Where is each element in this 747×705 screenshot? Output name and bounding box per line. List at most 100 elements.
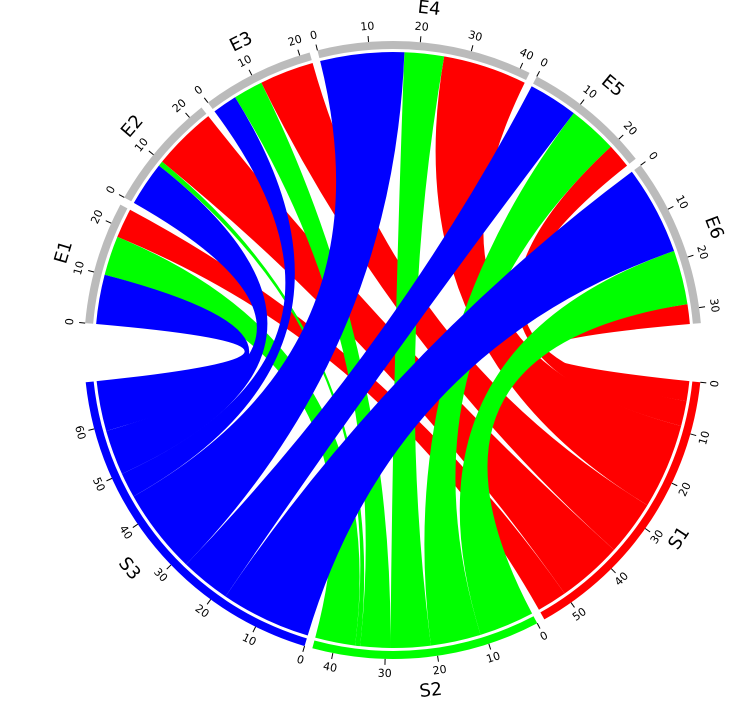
sector-track <box>634 165 701 324</box>
tick-label: 30 <box>707 298 722 314</box>
tick-mark <box>88 428 95 431</box>
tick-mark <box>302 645 306 652</box>
tick-label: 20 <box>621 119 640 138</box>
tick-mark <box>105 220 112 224</box>
tick-mark <box>118 194 125 198</box>
tick-label: 0 <box>63 318 77 326</box>
tick-label: 50 <box>90 475 108 493</box>
tick-label: 20 <box>193 602 212 621</box>
chord-ribbon <box>121 97 295 497</box>
tick-mark <box>252 626 257 633</box>
tick-mark <box>618 134 624 140</box>
tick-mark <box>248 69 253 76</box>
tick-label: 20 <box>676 480 694 498</box>
tick-mark <box>437 655 439 662</box>
tick-label: 20 <box>88 208 106 226</box>
chord-ribbon <box>106 165 268 474</box>
tick-mark <box>570 602 575 608</box>
sector-track <box>124 107 207 202</box>
tick-mark <box>644 528 651 533</box>
chord-ribbon <box>104 236 360 646</box>
tick-mark <box>315 44 318 51</box>
tick-mark <box>519 62 524 69</box>
tick-mark <box>148 150 154 156</box>
tick-mark <box>610 568 616 574</box>
tick-label: 20 <box>170 96 189 115</box>
tick-mark <box>700 381 707 384</box>
tick-mark <box>470 45 474 52</box>
sector-track <box>533 76 636 164</box>
chord-ribbon <box>186 86 574 597</box>
sector-name: E4 <box>417 0 442 20</box>
sector-name: E3 <box>226 27 256 56</box>
sector-track <box>85 204 128 324</box>
tick-mark <box>297 49 301 56</box>
chord-ribbon <box>390 52 445 648</box>
tick-label: 0 <box>192 83 205 98</box>
tick-label: 40 <box>322 660 338 675</box>
tick-label: 20 <box>286 32 303 49</box>
chord-ribbon <box>517 146 687 427</box>
tick-mark <box>132 523 139 528</box>
tick-label: 0 <box>708 380 722 388</box>
tick-label: 10 <box>673 193 691 211</box>
sector-track <box>207 52 312 110</box>
sector-track <box>312 616 538 659</box>
tick-mark <box>580 99 585 105</box>
tick-label: 50 <box>570 605 589 624</box>
chord-ribbon <box>225 171 675 636</box>
chord-ribbon <box>424 113 611 646</box>
tick-mark <box>185 112 190 118</box>
tick-label: 20 <box>432 663 448 678</box>
tick-label: 30 <box>378 667 392 680</box>
tick-mark <box>671 482 678 487</box>
tick-label: 0 <box>646 149 661 162</box>
tick-mark <box>331 652 334 660</box>
chord-ribbon <box>133 52 405 565</box>
tick-label: 0 <box>538 55 550 70</box>
tick-label: 20 <box>694 244 711 261</box>
tick-label: 60 <box>72 424 88 441</box>
tick-label: 10 <box>485 649 502 666</box>
tick-label: 30 <box>648 527 667 546</box>
tick-label: 40 <box>116 523 135 542</box>
chord-ribbon <box>261 63 648 550</box>
tick-label: 10 <box>580 83 599 102</box>
sector-name: E5 <box>597 71 628 102</box>
sector-name: S1 <box>664 523 694 554</box>
sector-name: E6 <box>700 213 728 242</box>
tick-label: 10 <box>236 52 254 70</box>
tick-mark <box>667 205 674 210</box>
tick-mark <box>699 306 706 309</box>
chord-ribbon <box>117 209 565 610</box>
tick-mark <box>419 36 422 43</box>
tick-mark <box>88 270 95 273</box>
tick-mark <box>166 564 172 570</box>
sector-track <box>317 41 530 80</box>
tick-label: 0 <box>538 629 550 644</box>
tick-label: 10 <box>696 429 712 446</box>
tick-mark <box>640 161 646 166</box>
tick-mark <box>203 97 209 103</box>
tick-label: 30 <box>467 28 484 44</box>
chord-ribbon <box>459 250 688 635</box>
tick-mark <box>687 254 694 258</box>
tick-mark <box>206 599 212 605</box>
tick-label: 10 <box>360 19 375 33</box>
tick-label: 10 <box>71 260 87 277</box>
tick-mark <box>79 322 86 324</box>
tick-label: 0 <box>103 184 118 197</box>
tick-label: 10 <box>240 631 258 649</box>
tick-mark <box>536 623 541 629</box>
tick-mark <box>690 433 697 437</box>
tick-mark <box>536 70 541 77</box>
tick-label: 0 <box>295 653 305 667</box>
sector-name: E2 <box>117 111 148 142</box>
tick-mark <box>106 477 113 482</box>
tick-label: 20 <box>414 20 429 34</box>
tick-mark <box>488 643 492 650</box>
tick-label: 40 <box>518 45 536 63</box>
sector-name: S2 <box>418 679 443 702</box>
